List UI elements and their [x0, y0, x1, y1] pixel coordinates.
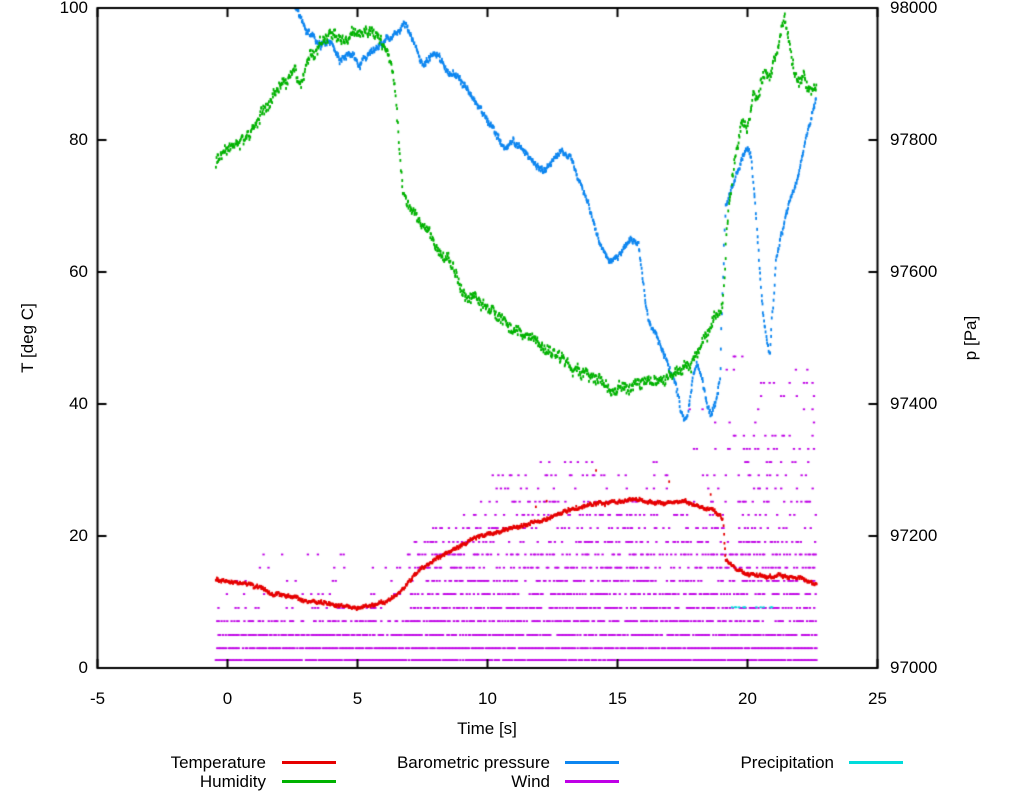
y2-tick-label: 97600	[890, 262, 938, 281]
y2-tick-label: 97400	[890, 394, 938, 413]
legend-item-humidity: Humidity	[199, 772, 266, 791]
legend-swatch-wind	[565, 780, 619, 783]
legend-swatch-barometric-pressure	[565, 761, 619, 764]
legend-swatch-temperature	[282, 761, 336, 764]
legend-item-precipitation: Precipitation	[740, 753, 834, 772]
y2-tick-label: 98000	[890, 0, 938, 17]
x-tick-label: 15	[608, 689, 627, 708]
x-tick-label: -5	[89, 689, 106, 708]
legend-item-wind: Wind	[511, 772, 550, 791]
y-axis-title: T [deg C]	[18, 303, 37, 373]
y-tick-label: 100	[59, 0, 88, 17]
y2-axis-title: p [Pa]	[961, 315, 980, 361]
y2-tick-label: 97200	[890, 526, 938, 545]
x-tick-label: 10	[478, 689, 497, 708]
legend-swatch-humidity	[282, 780, 336, 783]
legend-item-temperature: Temperature	[170, 753, 266, 772]
y-tick-label: 20	[69, 526, 88, 545]
y-tick-label: 80	[69, 130, 88, 149]
y2-tick-label: 97800	[890, 130, 938, 149]
y-tick-label: 0	[78, 658, 88, 677]
y2-tick-label: 97000	[890, 658, 938, 677]
x-tick-label: 20	[738, 689, 757, 708]
y-tick-label: 60	[69, 262, 88, 281]
x-tick-label: 25	[868, 689, 887, 708]
x-tick-label: 0	[222, 689, 233, 708]
x-tick-label: 5	[352, 689, 363, 708]
legend-item-barometric-pressure: Barometric pressure	[396, 753, 550, 772]
x-axis-title: Time [s]	[457, 719, 517, 738]
y-tick-label: 40	[69, 394, 88, 413]
legend-swatch-precipitation	[849, 761, 903, 764]
